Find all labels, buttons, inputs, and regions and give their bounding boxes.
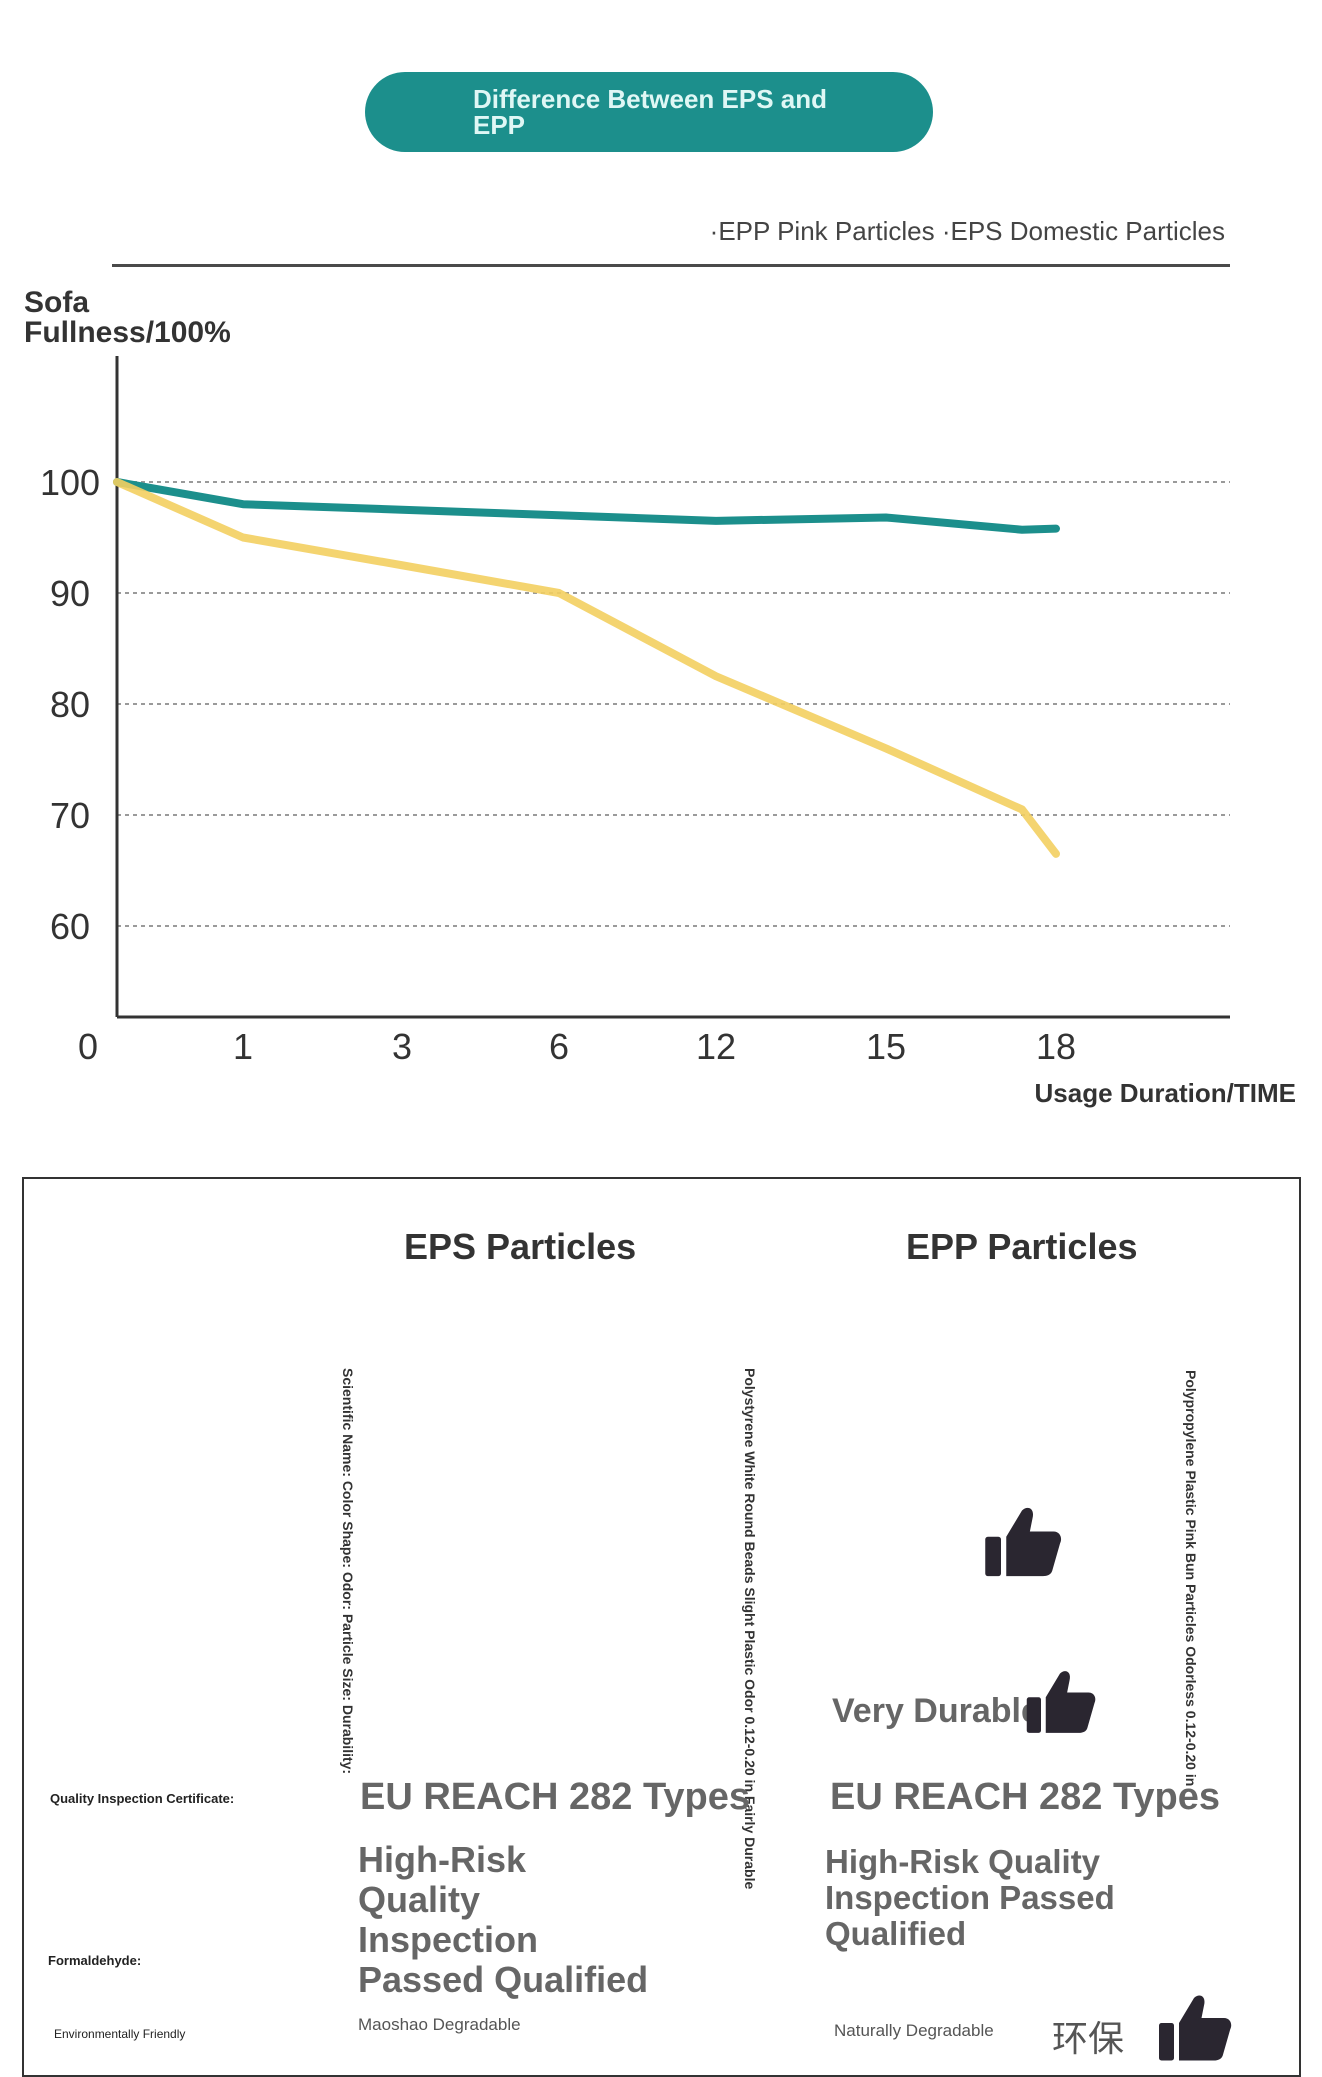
y-axis-label: Sofa Fullness/100% — [24, 288, 284, 348]
eps-formaldehyde-value: High-Risk Quality Inspection Passed Qual… — [358, 1840, 658, 2000]
chart-legend: ·EPP Pink Particles ·EPS Domestic Partic… — [710, 216, 1225, 247]
x-tick-label: 0 — [78, 1026, 98, 1067]
epp-eco-cn-text: 环保 — [1052, 2010, 1124, 2062]
epp-durability-text: Very Durable — [832, 1692, 1040, 1731]
line-chart: 100 90 80 70 60 0 1 3 6 12 15 18 — [0, 340, 1322, 1080]
x-tick-label: 6 — [549, 1026, 569, 1067]
y-tick-label: 100 — [40, 462, 100, 503]
epp-column-header: EPP Particles — [906, 1226, 1138, 1268]
eps-eco-value: Maoshao Degradable — [358, 2015, 521, 2035]
x-tick-label: 15 — [866, 1026, 906, 1067]
eco-label: Environmentally Friendly — [54, 2027, 185, 2041]
epp-eco-value: Naturally Degradable — [834, 2021, 994, 2041]
y-tick-label: 80 — [50, 684, 90, 725]
title-banner: Difference Between EPS and EPP — [365, 72, 933, 152]
x-tick-label: 3 — [392, 1026, 412, 1067]
formaldehyde-label: Formaldehyde: — [48, 1953, 141, 1968]
epp-formaldehyde-value: High-Risk Quality Inspection Passed Qual… — [825, 1844, 1115, 1952]
row-labels-vertical: Scientific Name: Color Shape: Odor: Part… — [340, 1368, 356, 1774]
epp-properties-vertical: Polypropylene Plastic Pink Bun Particles… — [1183, 1370, 1199, 1786]
quality-inspection-label: Quality Inspection Certificate: — [50, 1791, 234, 1806]
thumbs-up-icon-durability — [1022, 1664, 1098, 1740]
y-tick-label: 70 — [50, 795, 90, 836]
eps-column-header: EPS Particles — [404, 1226, 636, 1268]
x-tick-label: 1 — [233, 1026, 253, 1067]
x-axis-label: Usage Duration/TIME — [1035, 1078, 1296, 1109]
epp-quality-value: EU REACH 282 Types — [830, 1776, 1220, 1819]
y-tick-label: 60 — [50, 906, 90, 947]
x-tick-label: 12 — [696, 1026, 736, 1067]
legend-divider — [112, 264, 1230, 267]
eps-quality-value: EU REACH 282 Types — [360, 1776, 750, 1819]
thumbs-up-icon-eco — [1154, 1988, 1234, 2068]
x-tick-label: 18 — [1036, 1026, 1076, 1067]
series-line-1 — [117, 482, 1056, 854]
thumbs-up-icon — [980, 1500, 1064, 1584]
banner-title: Difference Between EPS and EPP — [473, 86, 833, 138]
series-line-0 — [117, 482, 1056, 530]
y-tick-label: 90 — [50, 573, 90, 614]
